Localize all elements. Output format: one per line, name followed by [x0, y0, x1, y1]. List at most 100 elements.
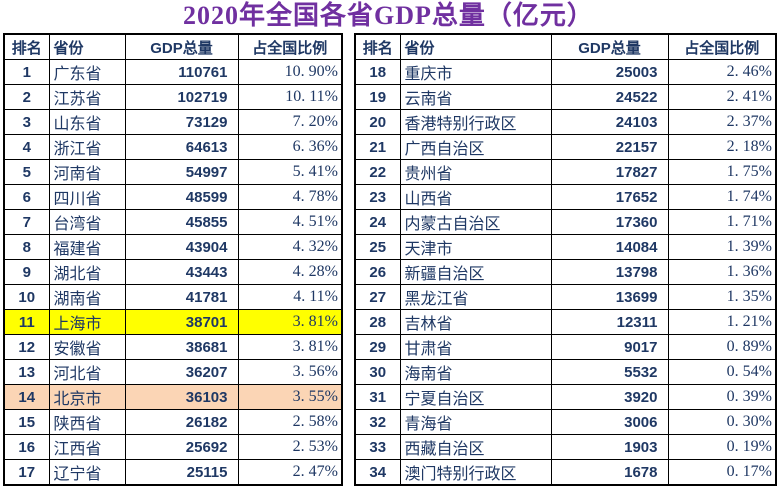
table-row: 26 新疆自治区 13798 1. 36% [354, 259, 777, 285]
gdp-cell: 1678 [550, 459, 669, 486]
table-row: 32 青海省 3006 0. 30% [354, 409, 777, 435]
province-cell: 海南省 [399, 359, 552, 385]
table-row: 21 广西自治区 22157 2. 18% [354, 134, 777, 160]
table-row: 6 四川省 48599 4. 78% [3, 184, 343, 210]
share-cell: 2. 53% [237, 434, 343, 460]
share-cell: 4. 51% [237, 209, 343, 235]
rank-cell: 10 [3, 284, 50, 310]
rank-cell: 12 [3, 334, 50, 360]
gdp-cell: 25115 [124, 459, 239, 486]
gdp-cell: 36207 [124, 359, 239, 385]
table-row: 19 云南省 24522 2. 41% [354, 84, 777, 110]
province-cell: 黑龙江省 [399, 284, 552, 310]
rank-cell: 4 [3, 134, 50, 160]
rank-cell: 5 [3, 159, 50, 185]
province-cell: 湖南省 [48, 284, 126, 310]
column-header-gdp: GDP总量 [124, 33, 239, 60]
province-cell: 西藏自治区 [399, 434, 552, 460]
rank-cell: 22 [354, 159, 401, 185]
gdp-cell: 25692 [124, 434, 239, 460]
gdp-cell: 14084 [550, 234, 669, 260]
gdp-cell: 1903 [550, 434, 669, 460]
province-cell: 福建省 [48, 234, 126, 260]
gdp-cell: 3006 [550, 409, 669, 435]
header-row: 排名 省份 GDP总量 占全国比例 [354, 33, 777, 60]
table-row: 28 吉林省 12311 1. 21% [354, 309, 777, 335]
table-row: 31 宁夏自治区 3920 0. 39% [354, 384, 777, 410]
table-row: 23 山西省 17652 1. 74% [354, 184, 777, 210]
gdp-cell: 38681 [124, 334, 239, 360]
province-cell: 甘肃省 [399, 334, 552, 360]
table-row: 34 澳门特别行政区 1678 0. 17% [354, 459, 777, 486]
table-row: 15 陕西省 26182 2. 58% [3, 409, 343, 435]
province-cell: 江西省 [48, 434, 126, 460]
rank-cell: 24 [354, 209, 401, 235]
share-cell: 0. 89% [667, 334, 777, 360]
gdp-cell: 102719 [124, 84, 239, 110]
table-row: 20 香港特别行政区 24103 2. 37% [354, 109, 777, 135]
gdp-cell: 73129 [124, 109, 239, 135]
province-cell: 上海市 [48, 309, 126, 335]
rank-cell: 1 [3, 59, 50, 85]
province-cell: 天津市 [399, 234, 552, 260]
share-cell: 1. 74% [667, 184, 777, 210]
table-row: 4 浙江省 64613 6. 36% [3, 134, 343, 160]
gdp-cell: 36103 [124, 384, 239, 410]
share-cell: 0. 54% [667, 359, 777, 385]
gdp-cell: 24522 [550, 84, 669, 110]
share-cell: 1. 21% [667, 309, 777, 335]
table-row: 25 天津市 14084 1. 39% [354, 234, 777, 260]
share-cell: 1. 35% [667, 284, 777, 310]
share-cell: 7. 20% [237, 109, 343, 135]
gdp-cell: 25003 [550, 59, 669, 85]
gdp-cell: 12311 [550, 309, 669, 335]
table-row: 1 广东省 110761 10. 90% [3, 59, 343, 85]
province-cell: 山西省 [399, 184, 552, 210]
gdp-cell: 26182 [124, 409, 239, 435]
gdp-cell: 41781 [124, 284, 239, 310]
rank-cell: 18 [354, 59, 401, 85]
share-cell: 0. 17% [667, 459, 777, 486]
gdp-cell: 54997 [124, 159, 239, 185]
rank-cell: 9 [3, 259, 50, 285]
share-cell: 4. 78% [237, 184, 343, 210]
rank-cell: 25 [354, 234, 401, 260]
province-cell: 内蒙古自治区 [399, 209, 552, 235]
table-row: 13 河北省 36207 3. 56% [3, 359, 343, 385]
rank-cell: 20 [354, 109, 401, 135]
rank-cell: 16 [3, 434, 50, 460]
share-cell: 1. 71% [667, 209, 777, 235]
share-cell: 3. 81% [237, 309, 343, 335]
province-cell: 湖北省 [48, 259, 126, 285]
rank-cell: 7 [3, 209, 50, 235]
rank-cell: 6 [3, 184, 50, 210]
gdp-cell: 43443 [124, 259, 239, 285]
header-row: 排名 省份 GDP总量 占全国比例 [3, 33, 343, 60]
rank-cell: 2 [3, 84, 50, 110]
province-cell: 辽宁省 [48, 459, 126, 486]
rank-cell: 26 [354, 259, 401, 285]
share-cell: 10. 11% [237, 84, 343, 110]
share-cell: 1. 75% [667, 159, 777, 185]
table-row: 24 内蒙古自治区 17360 1. 71% [354, 209, 777, 235]
column-header-province: 省份 [48, 33, 126, 60]
share-cell: 2. 46% [667, 59, 777, 85]
share-cell: 0. 19% [667, 434, 777, 460]
table-row: 18 重庆市 25003 2. 46% [354, 59, 777, 85]
rank-cell: 3 [3, 109, 50, 135]
share-cell: 1. 39% [667, 234, 777, 260]
province-cell: 广西自治区 [399, 134, 552, 160]
gdp-cell: 48599 [124, 184, 239, 210]
province-cell: 江苏省 [48, 84, 126, 110]
share-cell: 10. 90% [237, 59, 343, 85]
table-row: 3 山东省 73129 7. 20% [3, 109, 343, 135]
share-cell: 3. 55% [237, 384, 343, 410]
share-cell: 3. 56% [237, 359, 343, 385]
rank-cell: 8 [3, 234, 50, 260]
table-row: 9 湖北省 43443 4. 28% [3, 259, 343, 285]
province-cell: 香港特别行政区 [399, 109, 552, 135]
table-row: 33 西藏自治区 1903 0. 19% [354, 434, 777, 460]
province-cell: 宁夏自治区 [399, 384, 552, 410]
rank-cell: 32 [354, 409, 401, 435]
rank-cell: 33 [354, 434, 401, 460]
